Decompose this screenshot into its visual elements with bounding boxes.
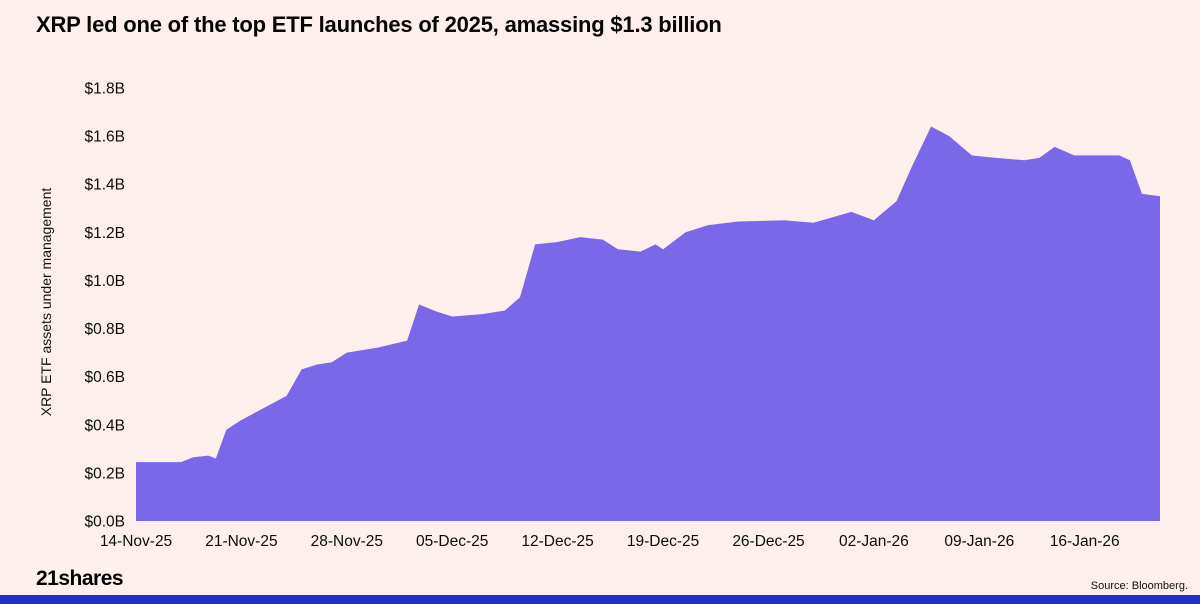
x-tick-label: 12-Dec-25	[521, 533, 593, 550]
x-tick-label: 26-Dec-25	[732, 533, 804, 550]
y-tick-label: $1.0B	[84, 273, 125, 290]
y-tick-label: $1.8B	[84, 81, 125, 98]
x-tick-label: 02-Jan-26	[839, 533, 909, 550]
aum-area-series	[136, 126, 1160, 521]
y-tick-label: $0.2B	[84, 465, 125, 482]
brand-logo-21shares: 21shares	[36, 567, 124, 590]
x-tick-label: 09-Jan-26	[944, 533, 1014, 550]
x-tick-label: 19-Dec-25	[627, 533, 699, 550]
y-tick-label: $0.8B	[84, 321, 125, 338]
y-tick-label: $0.6B	[84, 369, 125, 386]
y-tick-label: $0.4B	[84, 417, 125, 434]
x-tick-label: 05-Dec-25	[416, 533, 488, 550]
y-tick-label: $0.0B	[84, 514, 125, 531]
brand-bottom-bar	[0, 595, 1200, 604]
chart-title: XRP led one of the top ETF launches of 2…	[36, 12, 722, 37]
x-tick-label: 14-Nov-25	[100, 533, 172, 550]
source-attribution: Source: Bloomberg.	[1090, 580, 1188, 592]
x-tick-label: 28-Nov-25	[311, 533, 383, 550]
y-tick-label: $1.2B	[84, 225, 125, 242]
x-tick-label: 16-Jan-26	[1050, 533, 1120, 550]
y-tick-label: $1.6B	[84, 129, 125, 146]
y-tick-label: $1.4B	[84, 177, 125, 194]
y-axis-label: XRP ETF assets under management	[38, 187, 54, 417]
x-tick-label: 21-Nov-25	[205, 533, 277, 550]
